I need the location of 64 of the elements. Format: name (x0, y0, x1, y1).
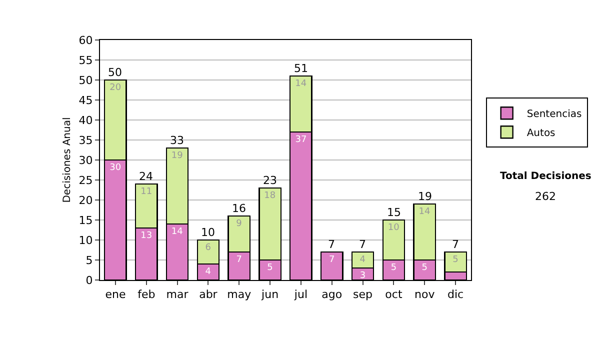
data-label: 14 (295, 79, 307, 89)
y-axis-title: Decisiones Anual (62, 117, 73, 203)
data-label: 9 (236, 219, 242, 229)
data-label: 11 (140, 187, 152, 197)
x-tick-label: feb (138, 288, 156, 302)
legend-label: Autos (526, 128, 556, 139)
y-tick-label: 55 (78, 54, 93, 67)
x-tick-label: ene (105, 288, 126, 302)
total-label: 7 (452, 238, 459, 251)
data-label: 14 (418, 207, 430, 217)
x-tick-label: abr (199, 288, 218, 302)
y-tick-label: 15 (78, 214, 93, 227)
x-tick-label: sep (353, 288, 373, 302)
y-tick-label: 20 (78, 194, 93, 207)
x-tick-label: oct (385, 288, 403, 302)
total-label: 19 (418, 190, 432, 203)
total-label: 7 (328, 238, 335, 251)
y-tick-label: 30 (78, 154, 93, 167)
data-label: 10 (388, 223, 400, 233)
y-tick-label: 10 (78, 234, 93, 247)
data-label: 18 (264, 191, 276, 201)
x-tick-label: may (227, 288, 252, 302)
data-label: 5 (452, 255, 458, 265)
total-label: 10 (201, 226, 215, 239)
y-tick-label: 45 (78, 94, 93, 107)
total-label: 24 (139, 170, 153, 183)
data-label: 7 (236, 255, 242, 265)
data-label: 7 (329, 255, 335, 265)
y-tick-label: 5 (86, 254, 93, 267)
y-tick-label: 40 (78, 114, 93, 127)
data-label: 37 (295, 135, 307, 145)
y-tick-label: 35 (78, 134, 93, 147)
data-label: 19 (171, 151, 184, 161)
data-label: 13 (140, 231, 152, 241)
data-label: 4 (360, 255, 366, 265)
total-label: 7 (359, 238, 366, 251)
x-tick-label: jul (293, 288, 308, 302)
y-tick-label: 0 (86, 274, 93, 287)
y-tick-label: 50 (78, 74, 93, 87)
x-tick-label: nov (414, 288, 436, 302)
total-label: 50 (108, 66, 122, 79)
data-label: 20 (110, 83, 122, 93)
data-label: 3 (360, 271, 366, 281)
legend-label: Sentencias (526, 109, 582, 120)
data-label: 30 (110, 163, 122, 173)
total-label: 15 (387, 206, 401, 219)
x-tick-label: mar (166, 288, 189, 302)
data-label: 6 (205, 243, 212, 253)
y-tick-label: 60 (78, 34, 93, 47)
text: Total Decisiones (500, 171, 592, 182)
total-label: 33 (170, 134, 184, 147)
total-label: 23 (263, 174, 277, 187)
data-label: 5 (267, 263, 273, 273)
data-label: 14 (171, 227, 184, 237)
total-label: 16 (232, 202, 246, 215)
x-tick-label: dic (447, 288, 464, 302)
data-label: 5 (390, 263, 397, 273)
x-tick-label: jun (260, 288, 279, 302)
text: 262 (535, 190, 556, 203)
total-label: 51 (294, 62, 308, 75)
x-tick-label: ago (322, 288, 342, 302)
y-tick-label: 25 (78, 174, 93, 187)
data-label: 5 (422, 263, 428, 273)
data-label: 4 (205, 267, 212, 277)
